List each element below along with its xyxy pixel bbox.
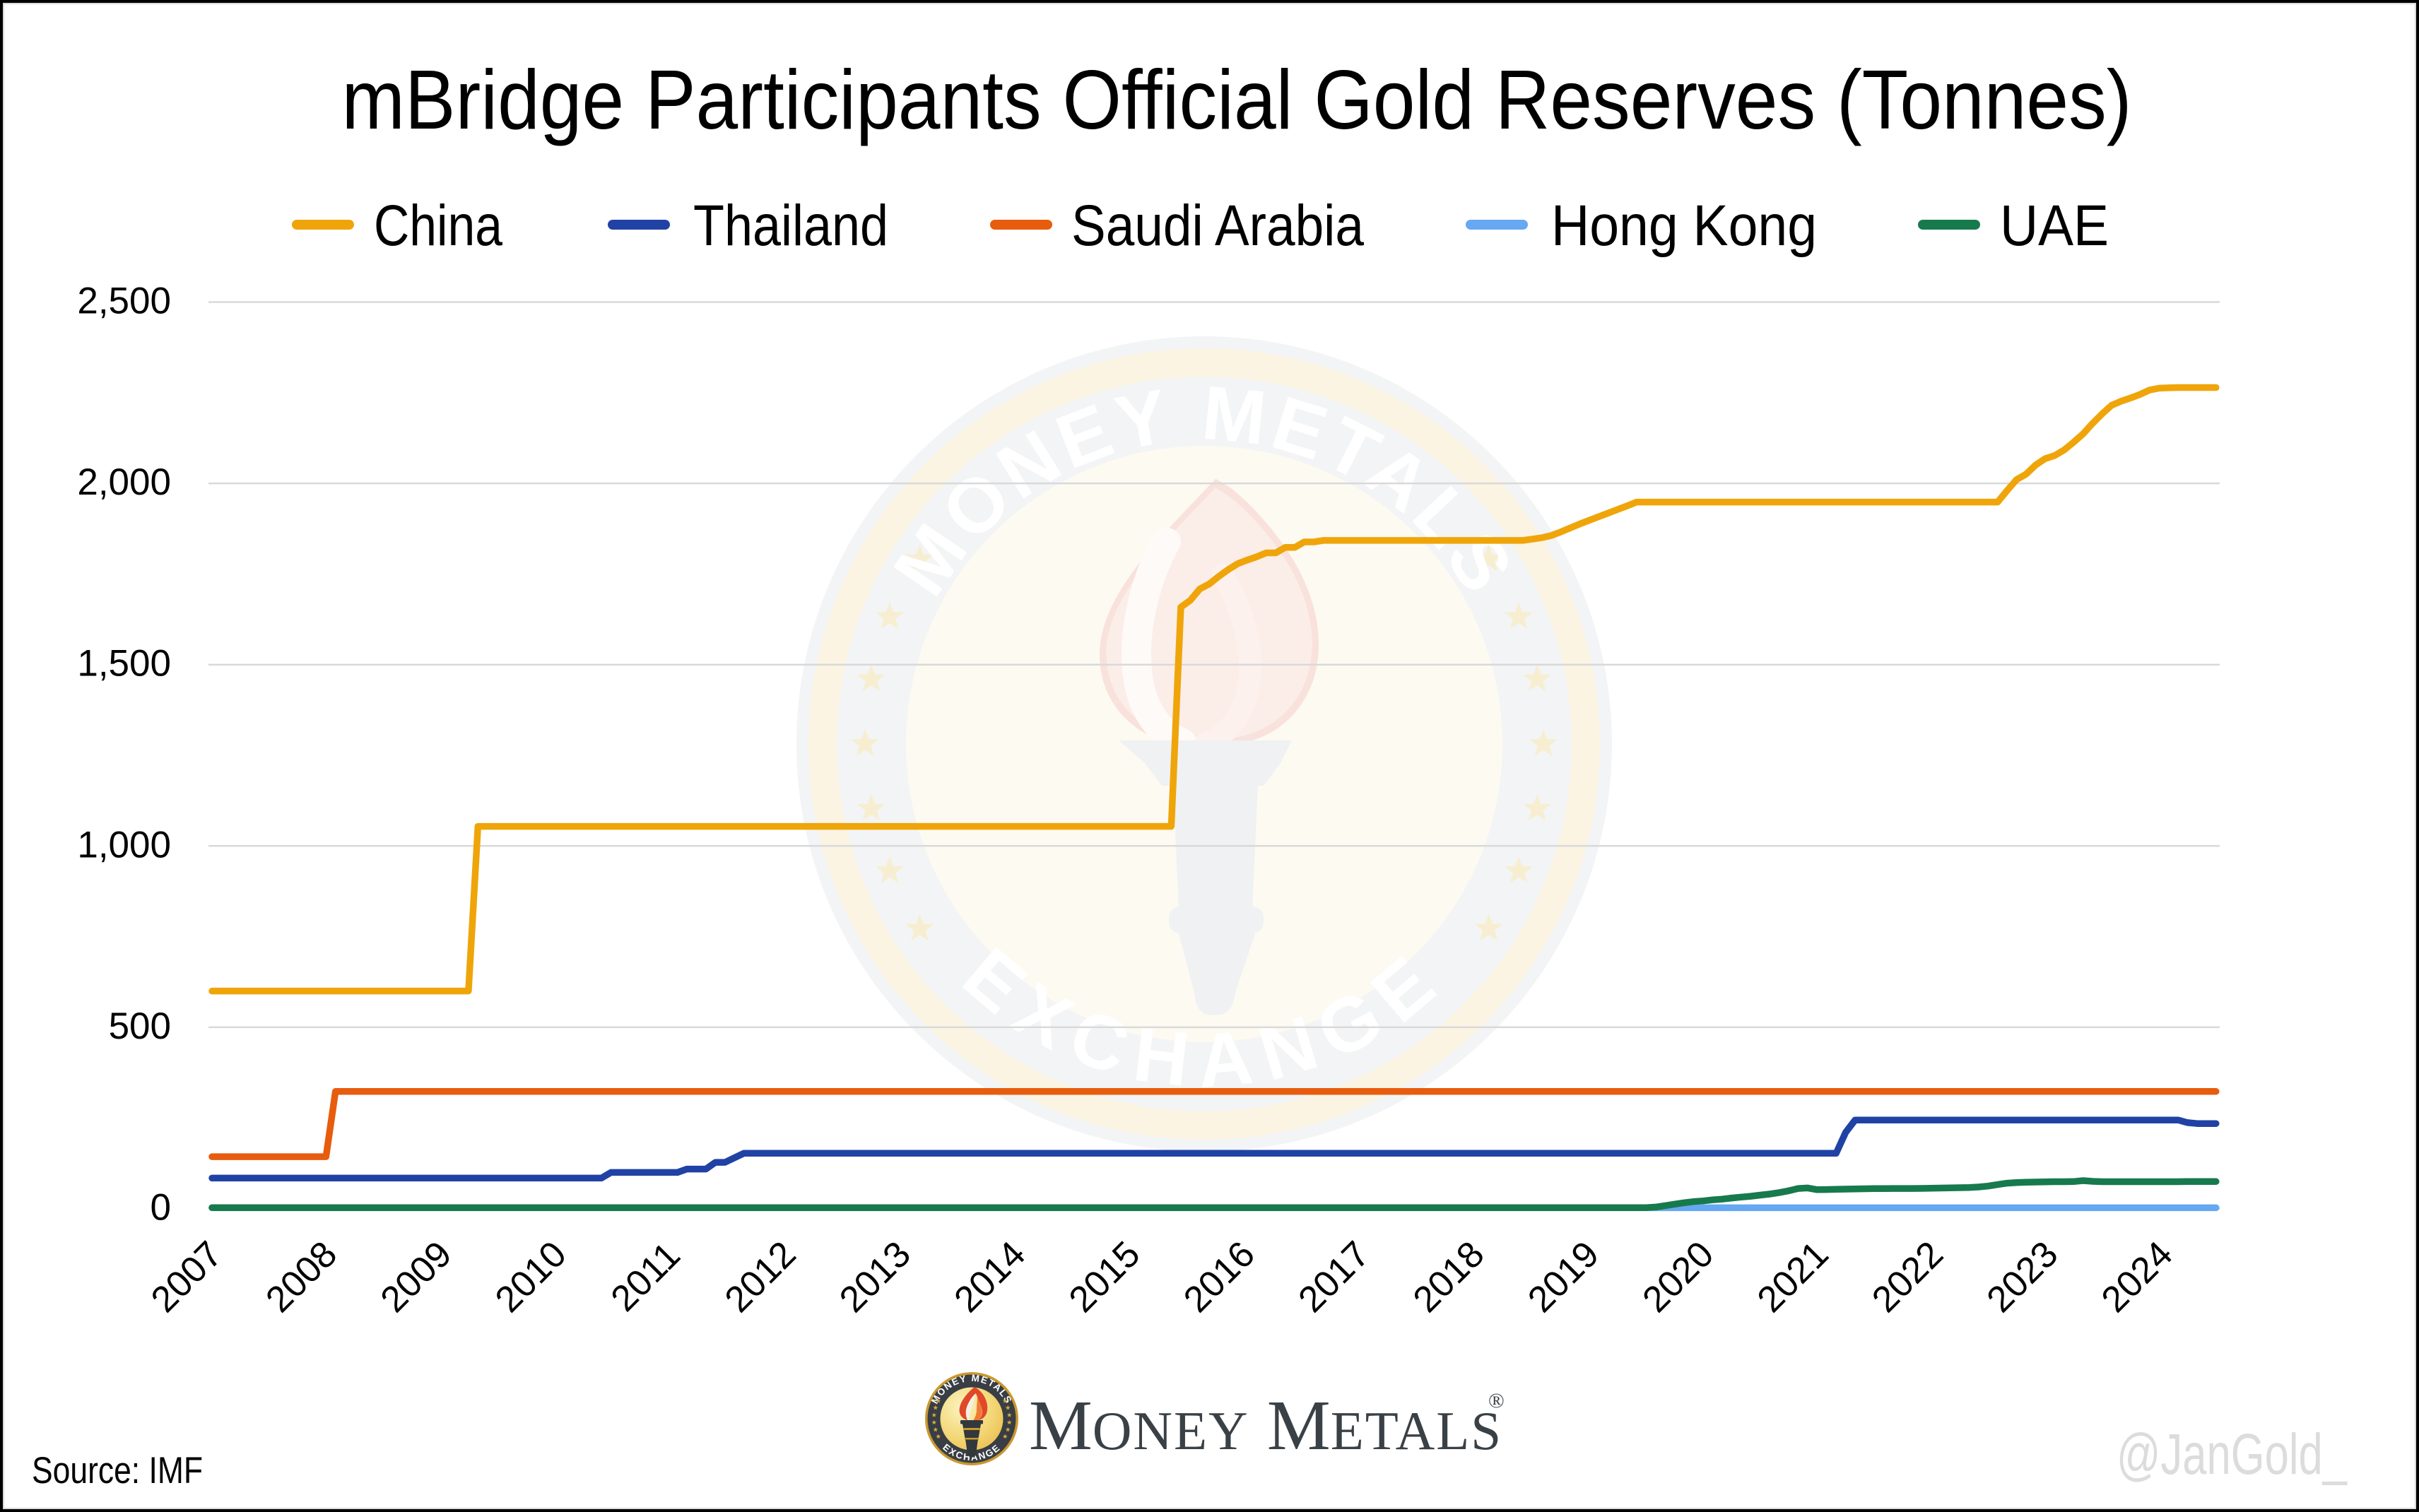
svg-text:1,000: 1,000 [77,824,171,866]
svg-text:Thailand: Thailand [693,194,888,258]
svg-text:2016: 2016 [1176,1234,1263,1321]
svg-text:0: 0 [151,1187,171,1229]
svg-text:China: China [374,194,502,258]
svg-text:2021: 2021 [1750,1234,1837,1321]
svg-text:2014: 2014 [947,1234,1034,1321]
svg-text:2015: 2015 [1061,1234,1148,1321]
svg-text:@JanGold_: @JanGold_ [2117,1422,2348,1487]
svg-text:2022: 2022 [1864,1234,1951,1321]
svg-text:2023: 2023 [1979,1234,2066,1321]
svg-text:2008: 2008 [258,1234,345,1321]
svg-text:Saudi Arabia: Saudi Arabia [1071,194,1364,258]
svg-text:mBridge Participants Official: mBridge Participants Official Gold Reser… [342,53,2132,147]
svg-text:2020: 2020 [1635,1234,1722,1321]
svg-text:®: ® [1488,1389,1505,1412]
svg-text:2013: 2013 [832,1234,919,1321]
svg-text:2,000: 2,000 [77,461,171,503]
svg-text:2009: 2009 [373,1234,460,1321]
svg-text:2,500: 2,500 [77,280,171,322]
svg-text:2024: 2024 [2094,1234,2181,1321]
svg-text:2017: 2017 [1291,1234,1378,1321]
svg-text:Hong Kong: Hong Kong [1551,194,1817,258]
svg-text:MONEY METALS: MONEY METALS [1029,1386,1502,1465]
svg-text:2019: 2019 [1520,1234,1607,1321]
svg-text:1,500: 1,500 [77,643,171,685]
svg-text:2018: 2018 [1406,1234,1493,1321]
svg-text:2007: 2007 [143,1234,230,1321]
svg-text:2012: 2012 [717,1234,804,1321]
svg-text:2010: 2010 [488,1234,575,1321]
svg-text:Source: IMF: Source: IMF [32,1450,203,1492]
svg-text:UAE: UAE [2000,194,2109,258]
svg-text:500: 500 [109,1005,171,1047]
svg-text:2011: 2011 [604,1234,688,1319]
